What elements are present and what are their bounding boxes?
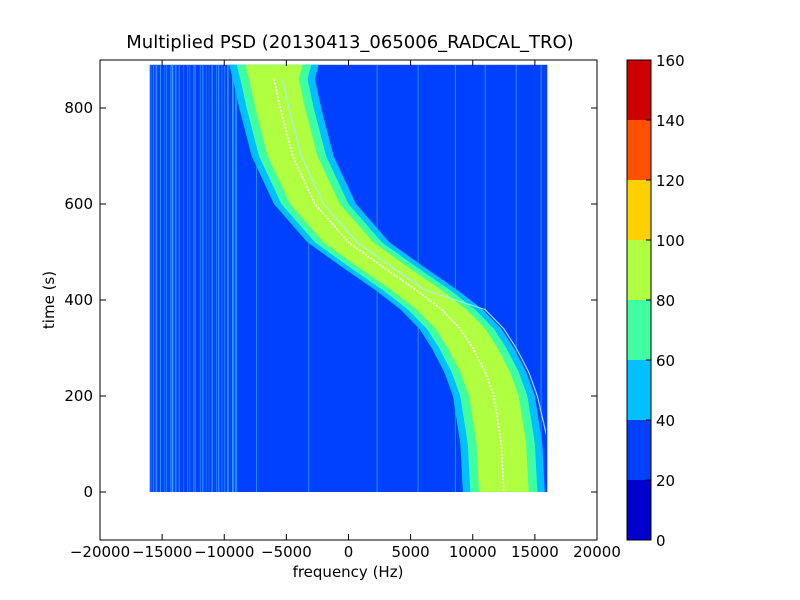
y-tick-label: 800 (64, 99, 93, 117)
x-tick-label: 20000 (573, 543, 621, 561)
y-tick-label: 600 (64, 195, 93, 213)
colorbar-tick-label: 120 (656, 172, 685, 190)
x-tick-label: 5000 (392, 543, 430, 561)
colorbar-tick-label: 20 (656, 472, 675, 490)
x-tick-label: 10000 (449, 543, 497, 561)
colorbar-segment (627, 180, 651, 240)
colorbar-segment (627, 420, 651, 480)
x-axis: −20000 −15000 −10000 −5000 0 5000 10000 15000 20… (70, 60, 621, 561)
colorbar-segment (627, 300, 651, 360)
plot-area (99, 59, 598, 541)
colorbar-segment (627, 60, 651, 120)
colorbar-tick-label: 160 (656, 52, 685, 70)
y-axis-label: time (s) (40, 271, 58, 329)
y-tick-label: 200 (64, 387, 93, 405)
echo-curve (282, 79, 546, 436)
colorbar-tick-label: 80 (656, 292, 675, 310)
x-tick-label: −10000 (194, 543, 254, 561)
colorbar-segment (627, 240, 651, 300)
signal-center-line (273, 79, 505, 492)
band-green (245, 64, 529, 492)
y-axis: 0 200 400 600 800 (64, 99, 597, 501)
x-tick-label: 0 (344, 543, 354, 561)
x-tick-label: −20000 (70, 543, 130, 561)
x-tick-label: 15000 (511, 543, 559, 561)
x-tick-label: −5000 (261, 543, 312, 561)
y-tick-label: 400 (64, 291, 93, 309)
colorbar-tick-label: 60 (656, 352, 675, 370)
colorbar-segment (627, 120, 651, 180)
x-tick-label: −15000 (132, 543, 192, 561)
heatmap-artifacts (150, 64, 542, 492)
colorbar-tick-label: 140 (656, 112, 685, 130)
colorbar-tick-label: 0 (656, 532, 666, 550)
heatmap-signal-track (229, 64, 546, 492)
y-tick-label: 0 (83, 483, 93, 501)
colorbar-segment (627, 480, 651, 540)
colorbar: 0 20 40 60 80 100 120 140 160 (626, 52, 685, 550)
colorbar-segment (627, 360, 651, 420)
chart-title: Multiplied PSD (20130413_065006_RADCAL_T… (126, 32, 573, 53)
colorbar-tick-label: 100 (656, 232, 685, 250)
x-axis-label: frequency (Hz) (293, 563, 404, 581)
colorbar-tick-label: 40 (656, 412, 675, 430)
